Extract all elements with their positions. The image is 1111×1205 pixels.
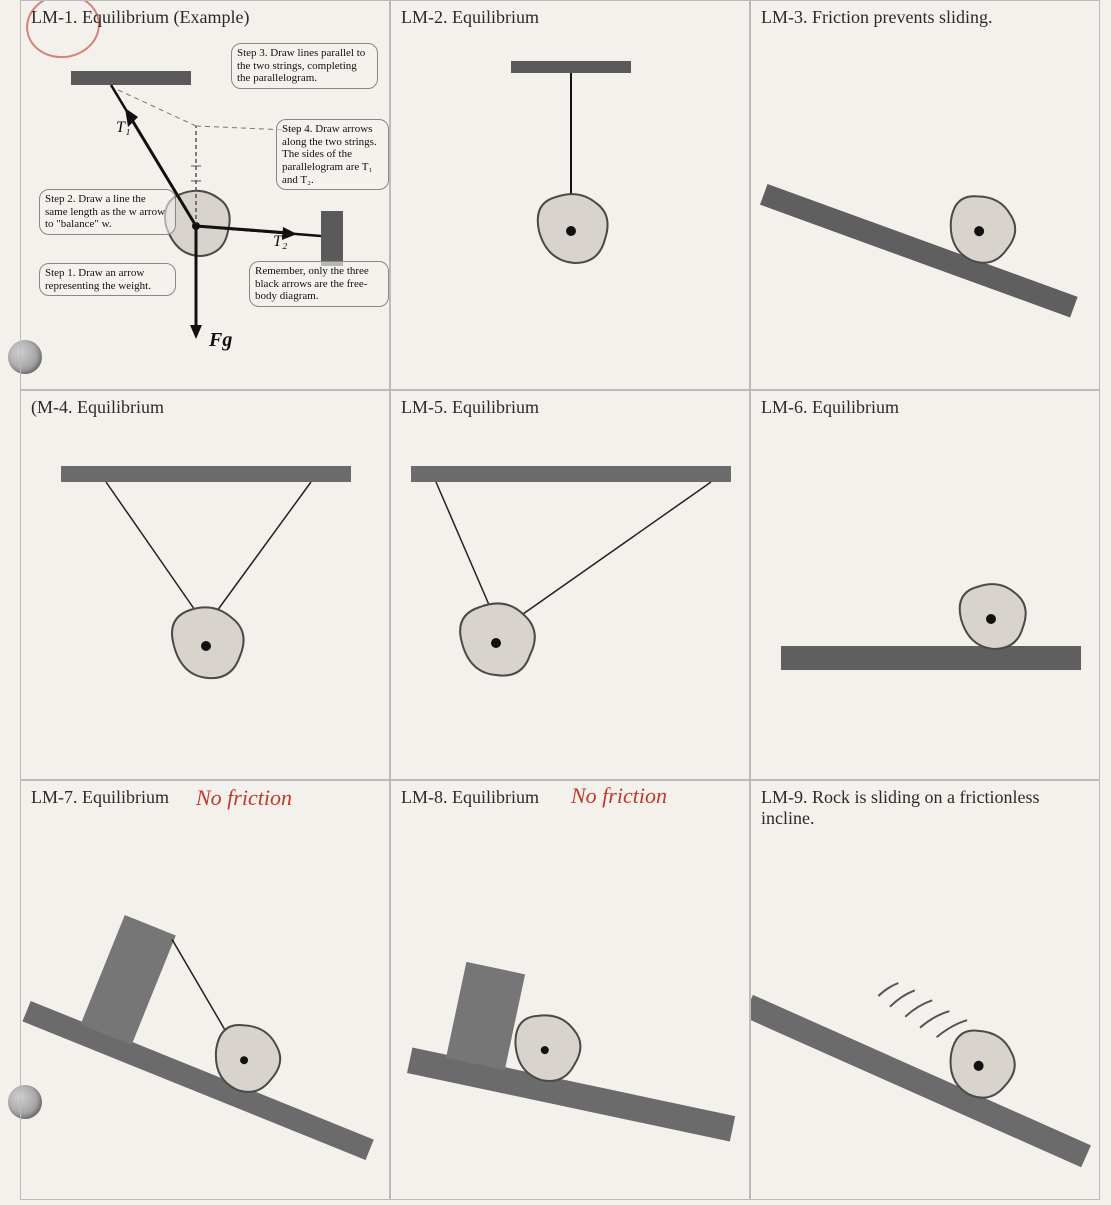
- worksheet-sheet: LM-1. Equilibrium (Example): [0, 0, 1111, 1205]
- step1-box: Step 1. Draw an arrow representing the w…: [39, 263, 176, 296]
- diagram-lm3: [751, 31, 1101, 391]
- diagram-lm9: [751, 811, 1101, 1201]
- handwritten-annotation: No friction: [196, 785, 292, 811]
- cell-lm5: LM-5. Equilibrium: [390, 390, 750, 780]
- t1-label: T₁: [116, 119, 130, 137]
- cell-title: LM-6. Equilibrium: [761, 397, 899, 418]
- cell-title: LM-8. Equilibrium: [401, 787, 539, 808]
- cell-lm7: LM-7. Equilibrium No friction: [20, 780, 390, 1200]
- cell-title: LM-7. Equilibrium: [31, 787, 169, 808]
- cell-lm8: LM-8. Equilibrium No friction: [390, 780, 750, 1200]
- diagram-lm7: [21, 811, 391, 1201]
- step4-box: Step 4. Draw arrows along the two string…: [276, 119, 389, 190]
- diagram-lm8: [391, 811, 751, 1201]
- diagram-lm6: [751, 421, 1101, 781]
- cell-lm3: LM-3. Friction prevents sliding.: [750, 0, 1100, 390]
- cell-title: LM-3. Friction prevents sliding.: [761, 7, 992, 28]
- fg-label: Fg: [209, 329, 232, 352]
- cell-lm2: LM-2. Equilibrium: [390, 0, 750, 390]
- cell-lm4: (M-4. Equilibrium: [20, 390, 390, 780]
- cell-lm9: LM-9. Rock is sliding on a frictionless …: [750, 780, 1100, 1200]
- handwritten-annotation: No friction: [571, 783, 667, 809]
- cell-title: LM-2. Equilibrium: [401, 7, 539, 28]
- cell-lm1: LM-1. Equilibrium (Example): [20, 0, 390, 390]
- cell-lm6: LM-6. Equilibrium: [750, 390, 1100, 780]
- step2-box: Step 2. Draw a line the same length as t…: [39, 189, 176, 235]
- diagram-lm5: [391, 421, 751, 781]
- cell-title: LM-1. Equilibrium (Example): [31, 7, 249, 28]
- diagram-lm2: [391, 31, 751, 391]
- cell-title: LM-5. Equilibrium: [401, 397, 539, 418]
- step3-box: Step 3. Draw lines parallel to the two s…: [231, 43, 378, 89]
- remember-box: Remember, only the three black arrows ar…: [249, 261, 389, 307]
- diagram-lm4: [21, 421, 391, 781]
- t2-label: T₂: [273, 233, 287, 251]
- cell-title: (M-4. Equilibrium: [31, 397, 164, 418]
